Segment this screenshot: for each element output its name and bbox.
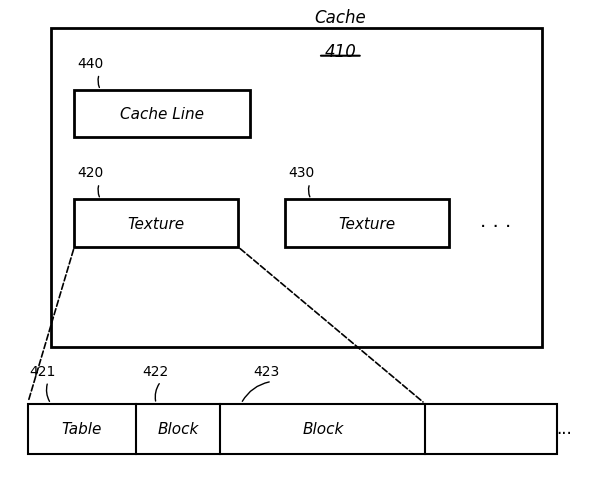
Text: 423: 423: [253, 364, 279, 378]
Text: 440: 440: [78, 57, 104, 71]
Text: 420: 420: [78, 166, 104, 180]
Text: Block: Block: [302, 422, 343, 436]
FancyBboxPatch shape: [74, 91, 250, 138]
Text: . . .: . . .: [480, 212, 511, 231]
Text: 421: 421: [29, 364, 55, 378]
Text: Table: Table: [62, 422, 102, 436]
Text: Block: Block: [157, 422, 199, 436]
Text: 430: 430: [288, 166, 314, 180]
Text: ...: ...: [556, 420, 572, 438]
Text: 422: 422: [142, 364, 168, 378]
Text: Texture: Texture: [127, 216, 185, 231]
Text: 410: 410: [324, 43, 356, 61]
Text: Texture: Texture: [338, 216, 395, 231]
Text: Cache: Cache: [314, 9, 366, 27]
FancyBboxPatch shape: [74, 200, 238, 247]
FancyBboxPatch shape: [51, 29, 542, 347]
FancyBboxPatch shape: [285, 200, 448, 247]
FancyBboxPatch shape: [27, 404, 557, 454]
Text: Cache Line: Cache Line: [120, 107, 204, 122]
